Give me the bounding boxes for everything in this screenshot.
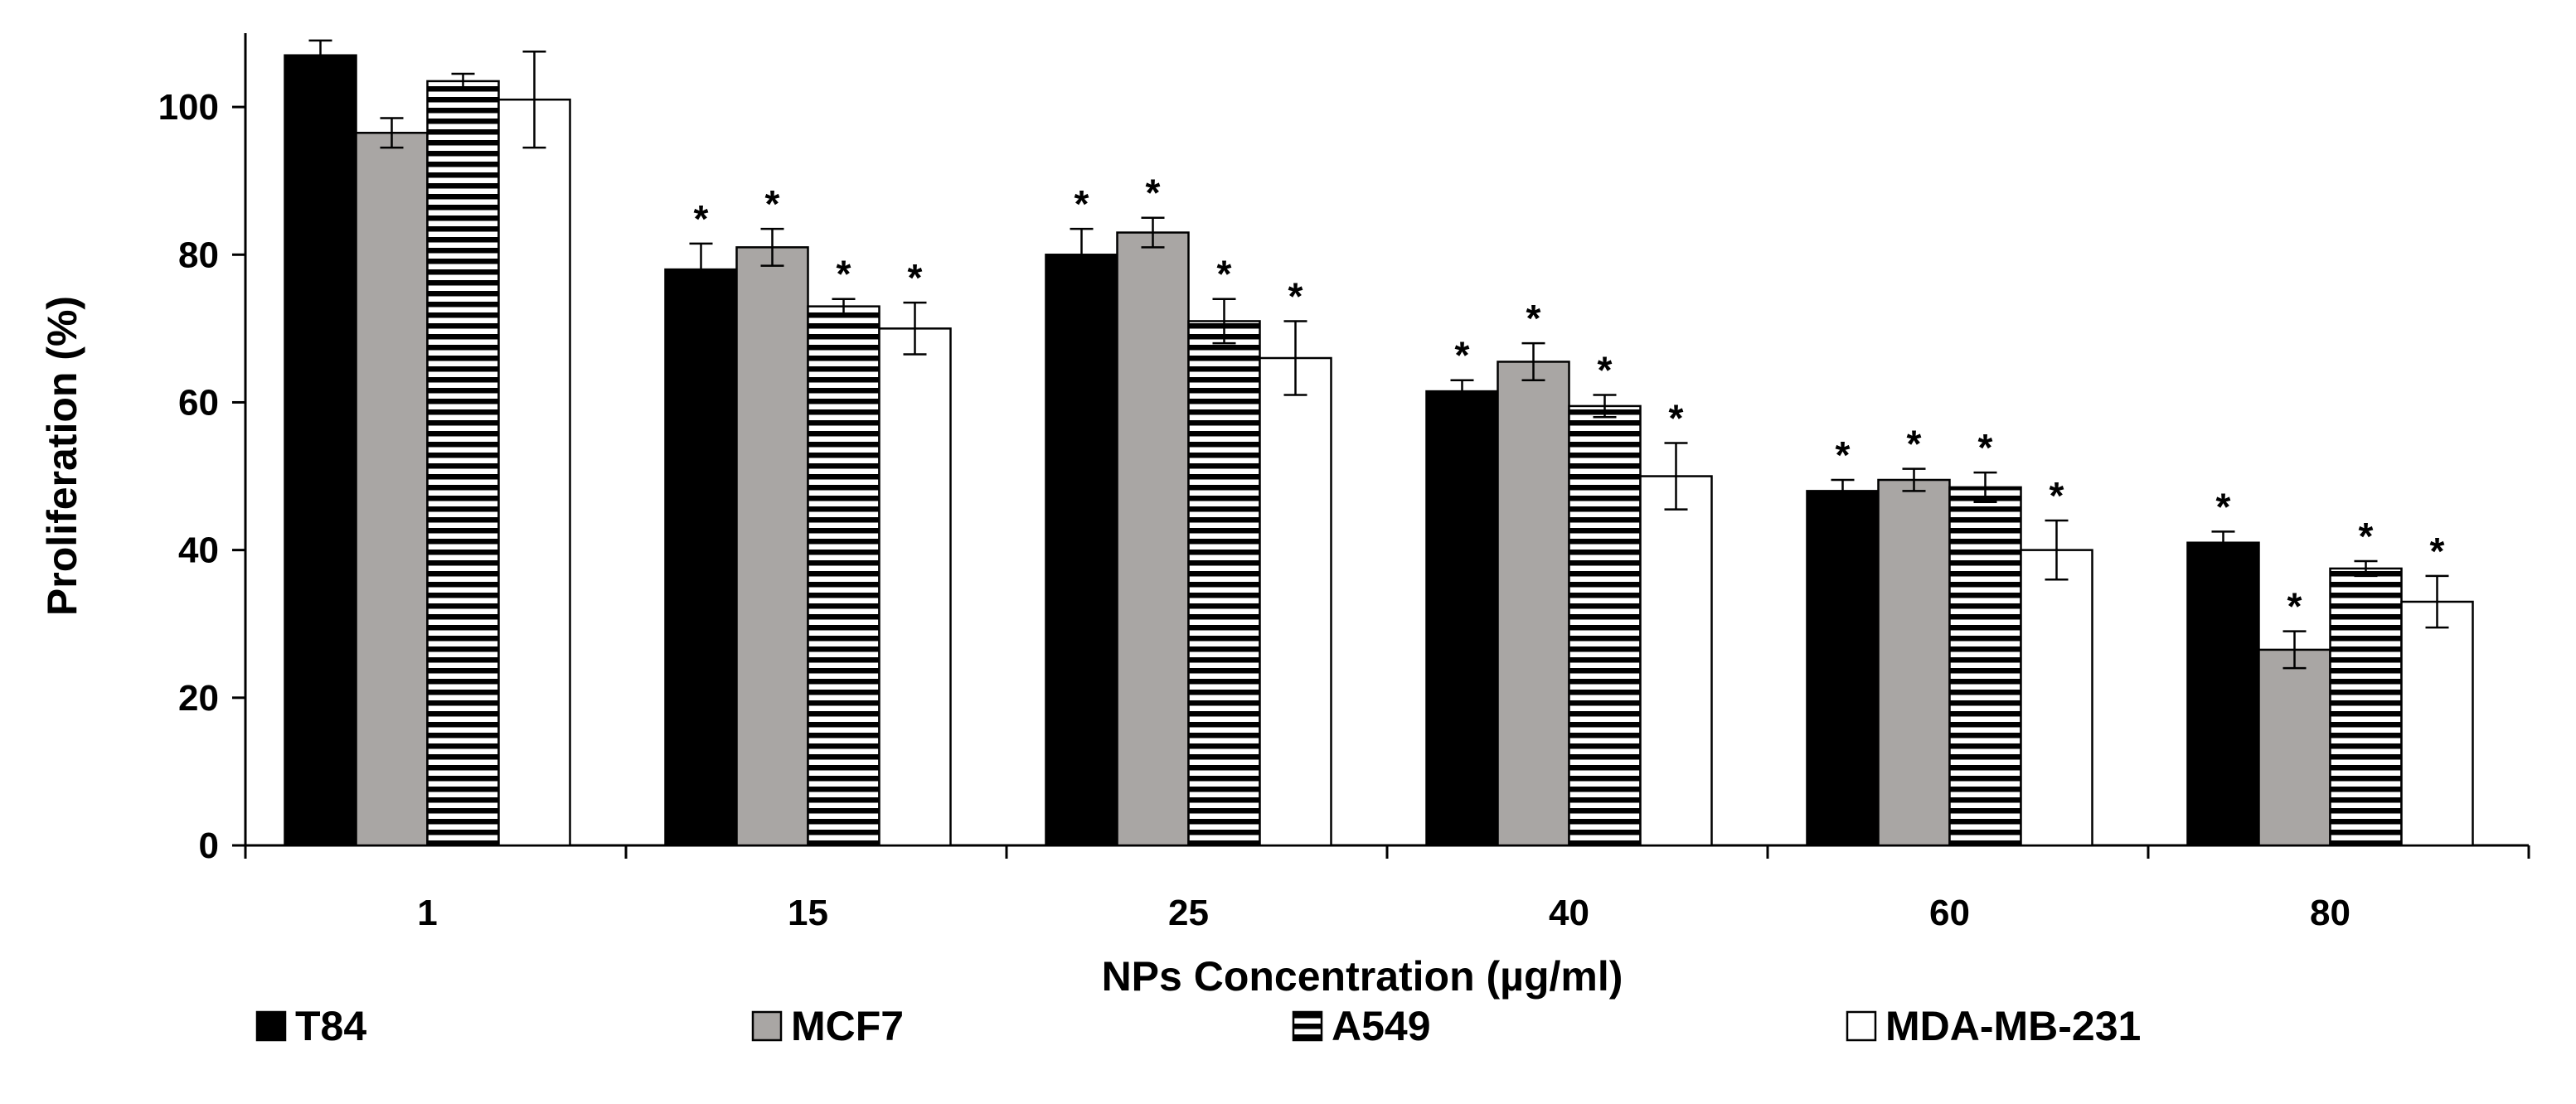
significance-star: * — [694, 197, 709, 240]
legend-swatch-mda-mb-231 — [1846, 1010, 1877, 1042]
legend-label-t84: T84 — [295, 1003, 366, 1049]
legend-swatch-mcf7 — [751, 1010, 783, 1042]
significance-star: * — [765, 182, 780, 225]
legend-swatch-a549 — [1292, 1010, 1323, 1042]
significance-star: * — [837, 253, 851, 296]
x-tick-label: 25 — [1168, 893, 1209, 933]
bar-mcf7-25 — [1116, 231, 1190, 847]
bar-mcf7-1 — [355, 132, 429, 847]
y-tick-label: 0 — [199, 826, 219, 866]
x-axis-title: NPs Concentration (µg/ml) — [1102, 953, 1623, 1000]
bar-a549-40 — [1568, 404, 1642, 847]
legend-label-mcf7: MCF7 — [791, 1003, 904, 1049]
significance-star: * — [2430, 530, 2445, 573]
bar-a549-60 — [1948, 486, 2022, 847]
significance-star: * — [1217, 253, 1232, 296]
y-axis-title: Proliferation (%) — [39, 296, 85, 616]
y-tick-label: 60 — [178, 382, 219, 423]
legend-label-mda-mb-231: MDA-MB-231 — [1885, 1003, 2141, 1049]
bar-mcf7-60 — [1877, 478, 1951, 847]
y-tick-label: 40 — [178, 530, 219, 571]
bar-t84-80 — [2186, 541, 2260, 847]
bar-mda-mb-231-60 — [2020, 549, 2093, 847]
bar-t84-40 — [1425, 390, 1499, 847]
bar-t84-25 — [1045, 254, 1118, 847]
bar-mda-mb-231-1 — [497, 98, 571, 847]
bar-mda-mb-231-15 — [878, 327, 952, 847]
significance-star: * — [2287, 585, 2302, 628]
significance-star: * — [1598, 349, 1613, 392]
bar-t84-15 — [664, 268, 738, 847]
significance-star: * — [1526, 297, 1541, 340]
bar-mcf7-80 — [2258, 648, 2331, 847]
bar-mcf7-15 — [735, 246, 809, 847]
significance-star: * — [2216, 485, 2231, 528]
y-tick-label: 20 — [178, 678, 219, 719]
x-tick-label: 60 — [1929, 893, 1970, 933]
x-tick-label: 15 — [788, 893, 828, 933]
bar-t84-60 — [1806, 490, 1880, 847]
x-tick-label: 40 — [1549, 893, 1589, 933]
significance-star: * — [2050, 474, 2064, 517]
significance-star: * — [1669, 396, 1684, 439]
significance-star: * — [2359, 515, 2374, 558]
significance-star: * — [1075, 182, 1089, 225]
x-tick-label: 80 — [2310, 893, 2350, 933]
significance-star: * — [1978, 426, 1993, 469]
significance-star: * — [1907, 423, 1922, 466]
bar-a549-1 — [426, 80, 500, 847]
legend-swatch-t84 — [255, 1010, 287, 1042]
y-tick-label: 80 — [178, 235, 219, 275]
bar-a549-25 — [1187, 320, 1261, 847]
bar-a549-15 — [807, 305, 880, 847]
bar-mcf7-40 — [1497, 361, 1570, 847]
significance-star: * — [1836, 433, 1851, 477]
bar-mda-mb-231-40 — [1639, 475, 1713, 847]
bar-mda-mb-231-25 — [1259, 356, 1332, 847]
significance-star: * — [1288, 274, 1303, 317]
significance-star: * — [1455, 334, 1470, 377]
significance-star: * — [908, 256, 923, 299]
legend-label-a549: A549 — [1332, 1003, 1431, 1049]
bar-t84-1 — [284, 54, 357, 847]
bar-a549-80 — [2329, 567, 2403, 847]
bar-mda-mb-231-80 — [2400, 600, 2474, 847]
x-tick-label: 1 — [417, 893, 437, 933]
significance-star: * — [1146, 172, 1161, 215]
y-tick-label: 100 — [158, 87, 219, 128]
